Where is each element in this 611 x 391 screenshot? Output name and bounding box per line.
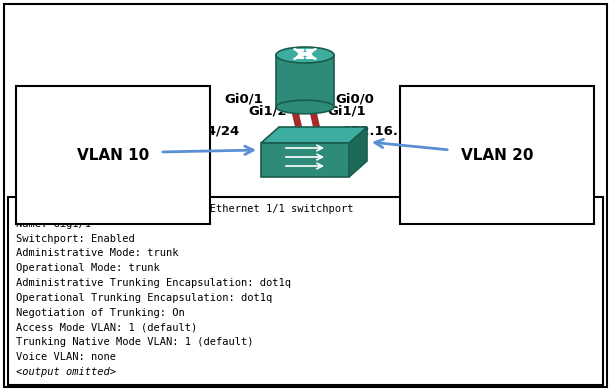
Text: Administrative Mode: trunk: Administrative Mode: trunk bbox=[16, 248, 178, 258]
Text: Gi1/2: Gi1/2 bbox=[249, 104, 287, 117]
Text: <output omitted>: <output omitted> bbox=[16, 367, 116, 377]
FancyBboxPatch shape bbox=[261, 143, 349, 177]
Text: Switch# show interfaces gigabitEthernet 1/1 switchport: Switch# show interfaces gigabitEthernet … bbox=[16, 204, 354, 214]
Text: Negotiation of Trunking: On: Negotiation of Trunking: On bbox=[16, 308, 185, 317]
Text: VLAN 10: VLAN 10 bbox=[77, 147, 149, 163]
Ellipse shape bbox=[276, 100, 334, 114]
Text: VLAN 20: VLAN 20 bbox=[461, 147, 533, 163]
Text: Access Mode VLAN: 1 (default): Access Mode VLAN: 1 (default) bbox=[16, 323, 197, 332]
Text: Gi0/0: Gi0/0 bbox=[335, 93, 374, 106]
Text: Gi0/1: Gi0/1 bbox=[224, 93, 263, 106]
Text: Operational Trunking Encapsulation: dot1q: Operational Trunking Encapsulation: dot1… bbox=[16, 293, 273, 303]
Text: Voice VLAN: none: Voice VLAN: none bbox=[16, 352, 116, 362]
Text: 172.16.10.254/24: 172.16.10.254/24 bbox=[110, 124, 240, 138]
Text: Administrative Trunking Encapsulation: dot1q: Administrative Trunking Encapsulation: d… bbox=[16, 278, 291, 288]
Text: Operational Mode: trunk: Operational Mode: trunk bbox=[16, 263, 159, 273]
Text: Name: Gig1/1: Name: Gig1/1 bbox=[16, 219, 91, 229]
Text: Trunking Native Mode VLAN: 1 (default): Trunking Native Mode VLAN: 1 (default) bbox=[16, 337, 254, 347]
Polygon shape bbox=[349, 127, 367, 177]
Text: 172.16.20.254/24: 172.16.20.254/24 bbox=[343, 124, 474, 138]
FancyBboxPatch shape bbox=[4, 4, 607, 387]
Ellipse shape bbox=[276, 47, 334, 63]
FancyBboxPatch shape bbox=[8, 197, 603, 385]
Text: Gi1/1: Gi1/1 bbox=[327, 104, 365, 117]
Text: Switchport: Enabled: Switchport: Enabled bbox=[16, 233, 135, 244]
Polygon shape bbox=[261, 127, 367, 143]
Polygon shape bbox=[276, 55, 334, 107]
